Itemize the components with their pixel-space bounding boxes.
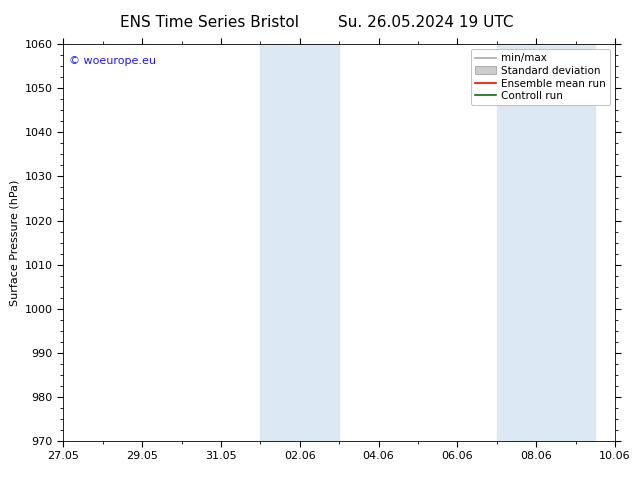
Text: © woeurope.eu: © woeurope.eu: [69, 56, 156, 66]
Legend: min/max, Standard deviation, Ensemble mean run, Controll run: min/max, Standard deviation, Ensemble me…: [470, 49, 610, 105]
Bar: [497, 44, 595, 441]
Y-axis label: Surface Pressure (hPa): Surface Pressure (hPa): [10, 179, 19, 306]
Text: ENS Time Series Bristol        Su. 26.05.2024 19 UTC: ENS Time Series Bristol Su. 26.05.2024 1…: [120, 15, 514, 30]
Bar: [261, 44, 339, 441]
